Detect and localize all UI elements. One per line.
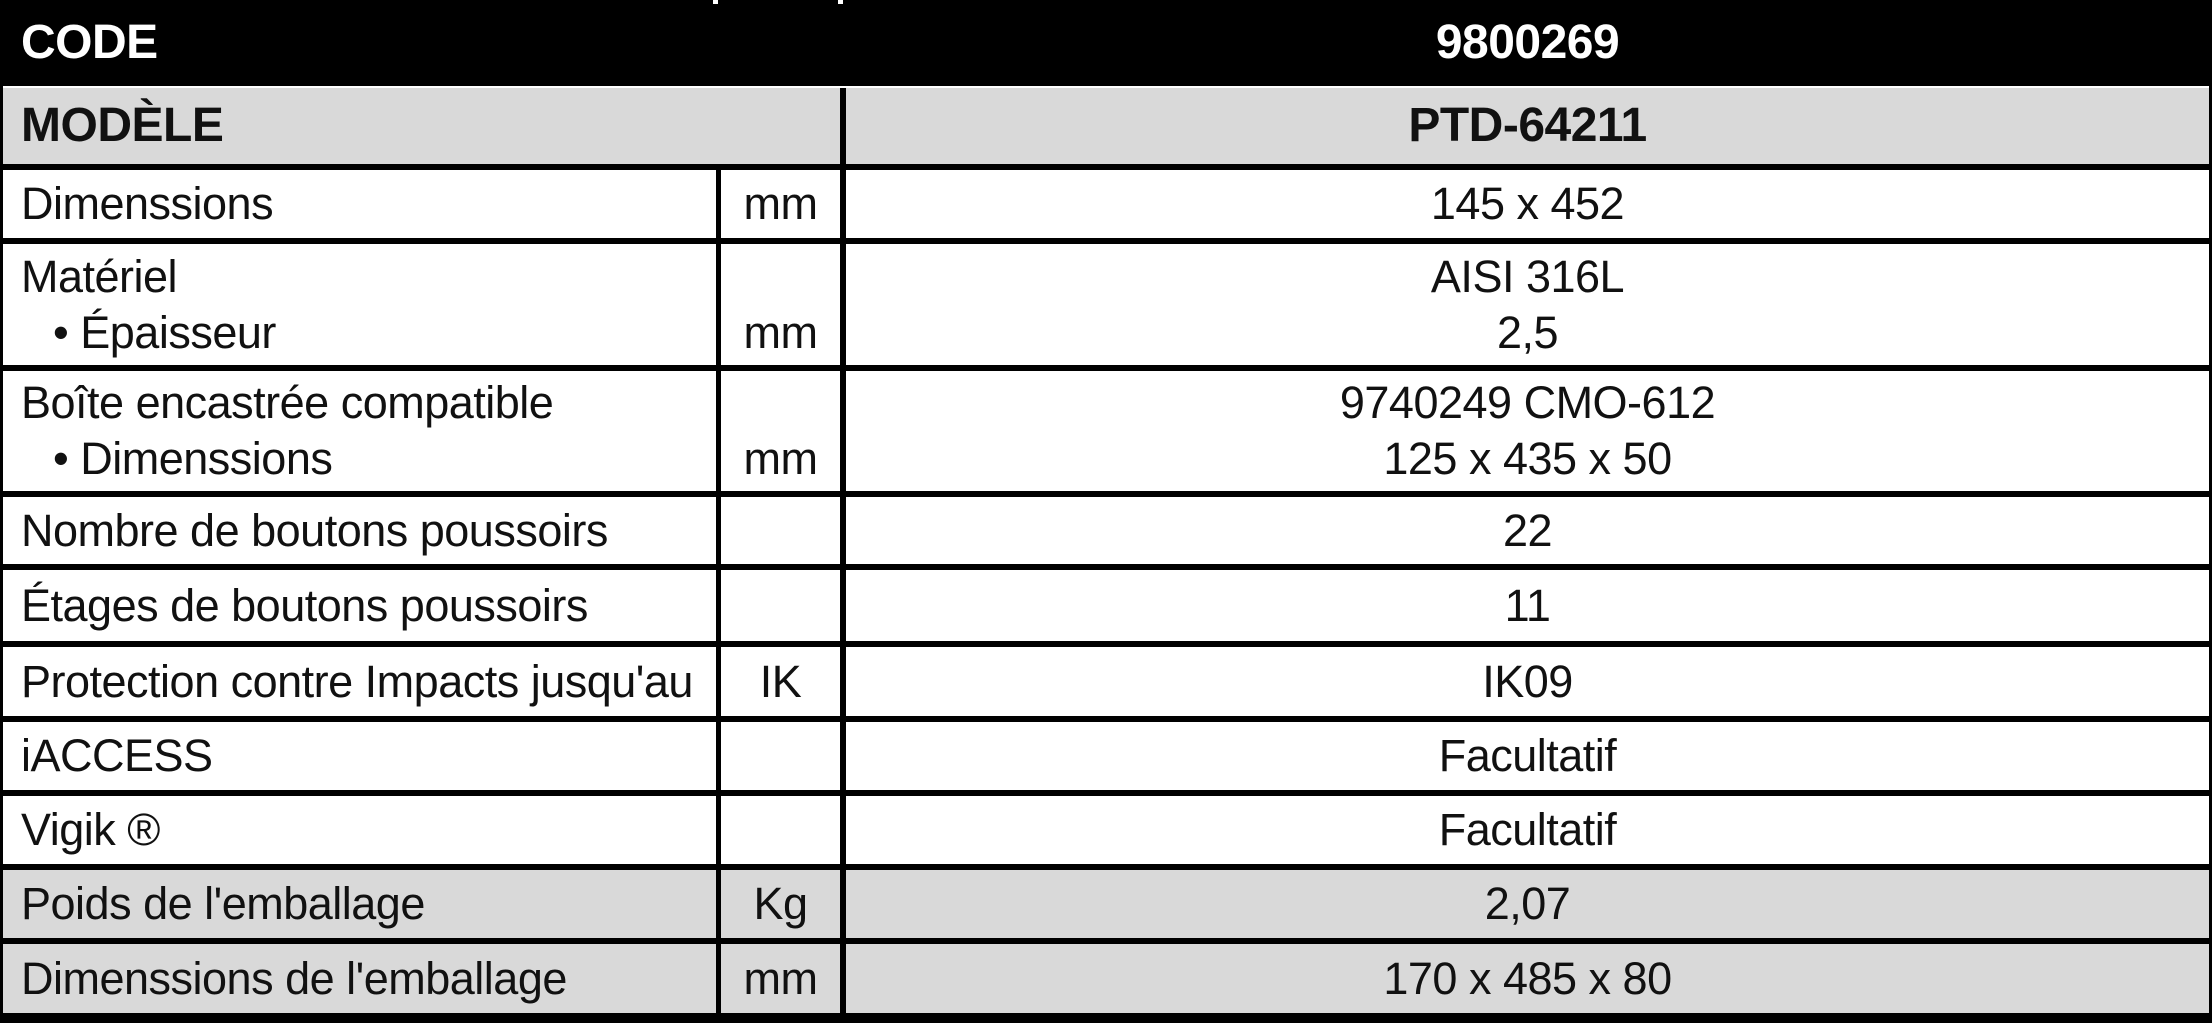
row-unit: Kg bbox=[753, 878, 808, 929]
table-row-modele: MODÈLE PTD-64211 bbox=[3, 86, 2209, 164]
row-value: IK09 bbox=[1482, 655, 1573, 707]
table-row-boite-encastree: Boîte encastrée compatible • Dimenssions… bbox=[3, 365, 2209, 491]
table-row-iaccess: iACCESS Facultatif bbox=[3, 716, 2209, 790]
row-value: 2,07 bbox=[1484, 878, 1571, 929]
code-value-cell: 9800269 bbox=[846, 0, 2209, 86]
unit-cell bbox=[721, 497, 846, 564]
modele-value: PTD-64211 bbox=[1408, 99, 1647, 152]
table-row-materiel: Matériel • Épaisseur mm AISI 316L 2,5 bbox=[3, 238, 2209, 365]
row-subvalue: 125 x 435 x 50 bbox=[1383, 433, 1672, 484]
value-cell: Facultatif bbox=[846, 722, 2209, 790]
row-label: Dimenssions de l'emballage bbox=[21, 952, 567, 1004]
value-cell: 145 x 452 bbox=[846, 170, 2209, 238]
modele-label-cell: MODÈLE bbox=[3, 88, 846, 164]
table-row-dimensions-emballage: Dimenssions de l'emballage mm 170 x 485 … bbox=[3, 938, 2209, 1013]
value-cell: 170 x 485 x 80 bbox=[846, 944, 2209, 1013]
value-cell: 2,07 bbox=[846, 870, 2209, 938]
value-cell: IK09 bbox=[846, 647, 2209, 716]
label-cell: Matériel • Épaisseur bbox=[3, 244, 721, 365]
table-row-nombre-boutons: Nombre de boutons poussoirs 22 bbox=[3, 491, 2209, 564]
value-cell: Facultatif bbox=[846, 796, 2209, 864]
row-label: Boîte encastrée compatible bbox=[21, 377, 554, 428]
row-label: Étages de boutons poussoirs bbox=[21, 579, 588, 631]
label-cell: Dimenssions de l'emballage bbox=[3, 944, 721, 1013]
row-sublabel: • Épaisseur bbox=[53, 306, 276, 358]
row-value: 11 bbox=[1504, 579, 1551, 631]
table-row-etages-boutons: Étages de boutons poussoirs 11 bbox=[3, 564, 2209, 641]
row-label: Protection contre Impacts jusqu'au bbox=[21, 655, 693, 707]
row-unit: mm bbox=[743, 306, 818, 358]
code-label-cell: CODE bbox=[3, 0, 846, 86]
row-value: 22 bbox=[1502, 504, 1553, 556]
unit-cell: mm bbox=[721, 944, 846, 1013]
row-label: Vigik ® bbox=[21, 804, 160, 855]
top-border-notch bbox=[713, 0, 718, 4]
top-border-notch bbox=[838, 0, 843, 4]
label-cell: Nombre de boutons poussoirs bbox=[3, 497, 721, 564]
table-row-dimensions: Dimenssions mm 145 x 452 bbox=[3, 164, 2209, 238]
value-cell: 22 bbox=[846, 497, 2209, 564]
label-cell: Poids de l'emballage bbox=[3, 870, 721, 938]
row-label: Matériel bbox=[21, 250, 178, 302]
row-label: Dimenssions bbox=[21, 178, 274, 229]
row-label: iACCESS bbox=[21, 730, 213, 781]
label-cell: Boîte encastrée compatible • Dimenssions bbox=[3, 371, 721, 491]
value-cell: AISI 316L 2,5 bbox=[846, 244, 2209, 365]
table-row-poids-emballage: Poids de l'emballage Kg 2,07 bbox=[3, 864, 2209, 938]
row-unit: IK bbox=[759, 655, 802, 707]
code-value: 9800269 bbox=[1435, 16, 1620, 69]
value-cell: 9740249 CMO-612 125 x 435 x 50 bbox=[846, 371, 2209, 491]
table-row-code: CODE 9800269 bbox=[3, 0, 2209, 86]
unit-cell: Kg bbox=[721, 870, 846, 938]
modele-value-cell: PTD-64211 bbox=[846, 88, 2209, 164]
value-cell: 11 bbox=[846, 570, 2209, 641]
row-sublabel: • Dimenssions bbox=[53, 433, 333, 484]
label-cell: iACCESS bbox=[3, 722, 721, 790]
unit-cell: mm bbox=[721, 170, 846, 238]
label-cell: Étages de boutons poussoirs bbox=[3, 570, 721, 641]
unit-cell: mm bbox=[721, 244, 846, 365]
label-cell: Dimenssions bbox=[3, 170, 721, 238]
label-cell: Vigik ® bbox=[3, 796, 721, 864]
unit-cell bbox=[721, 722, 846, 790]
row-unit: mm bbox=[743, 433, 818, 484]
unit-cell: mm bbox=[721, 371, 846, 491]
row-value: 170 x 485 x 80 bbox=[1383, 952, 1672, 1004]
row-value: AISI 316L bbox=[1430, 250, 1625, 302]
row-subvalue: 2,5 bbox=[1496, 306, 1559, 358]
row-unit: mm bbox=[743, 952, 818, 1004]
unit-cell bbox=[721, 796, 846, 864]
row-unit: mm bbox=[743, 178, 818, 229]
table-row-protection-impacts: Protection contre Impacts jusqu'au IK IK… bbox=[3, 641, 2209, 716]
unit-cell bbox=[721, 570, 846, 641]
row-label: Nombre de boutons poussoirs bbox=[21, 504, 608, 556]
row-value: Facultatif bbox=[1438, 804, 1617, 855]
table-row-vigik: Vigik ® Facultatif bbox=[3, 790, 2209, 864]
row-value: 9740249 CMO-612 bbox=[1339, 377, 1716, 428]
modele-label: MODÈLE bbox=[21, 99, 224, 152]
row-label: Poids de l'emballage bbox=[21, 878, 425, 929]
row-value: 145 x 452 bbox=[1430, 178, 1625, 229]
code-label: CODE bbox=[21, 16, 158, 69]
row-value: Facultatif bbox=[1438, 730, 1617, 781]
unit-cell: IK bbox=[721, 647, 846, 716]
label-cell: Protection contre Impacts jusqu'au bbox=[3, 647, 721, 716]
